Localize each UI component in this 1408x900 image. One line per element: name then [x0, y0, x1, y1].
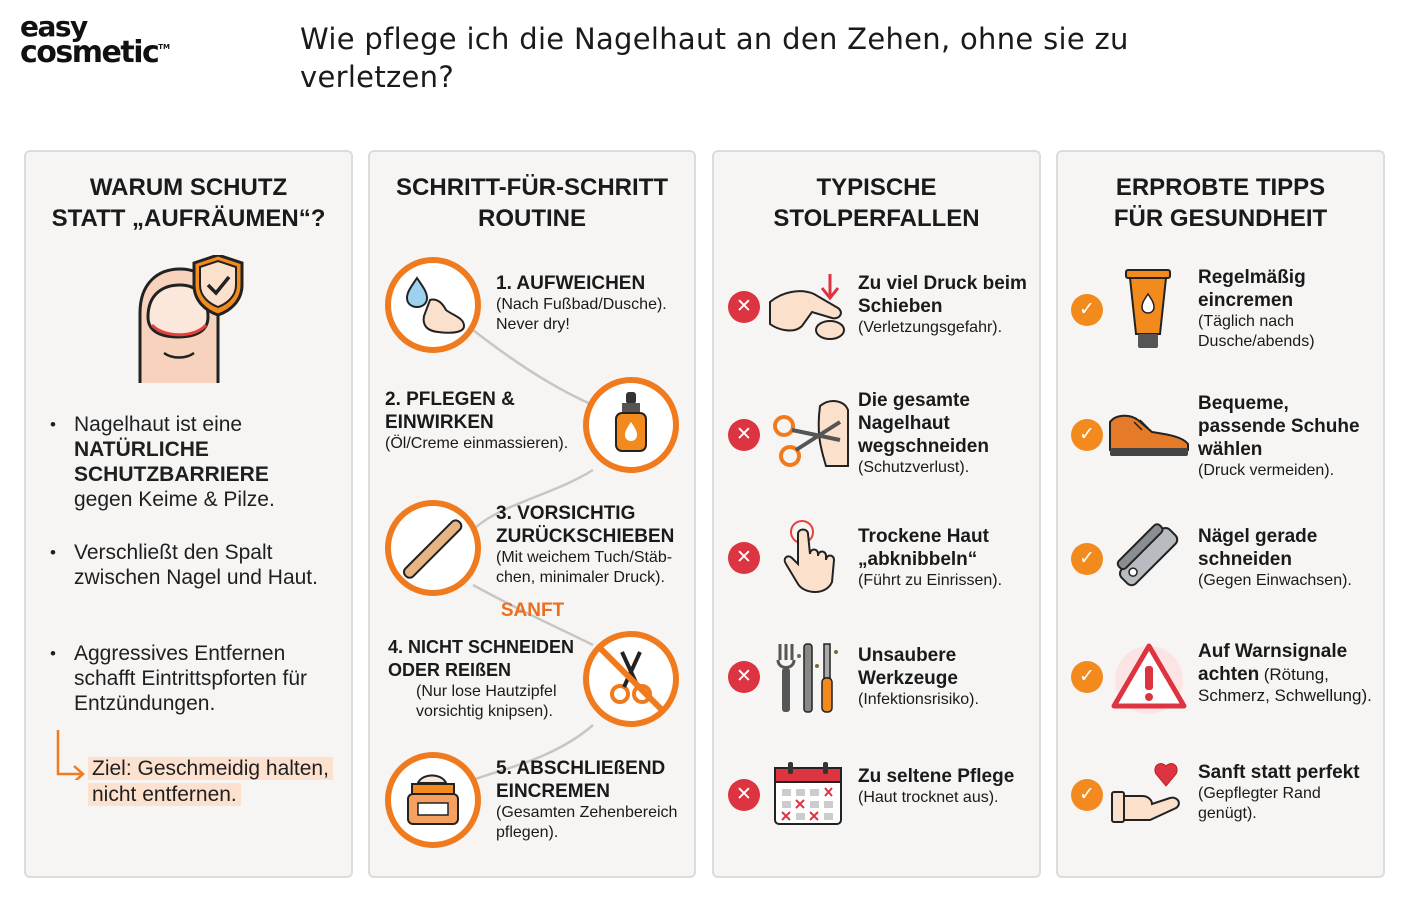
bullet-item: • Nagelhaut ist eine NATÜRLICHE SCHUTZBA… — [50, 413, 275, 511]
calendar-missed-icon — [774, 762, 842, 825]
card-title: TYPISCHE STOLPERFALLEN — [773, 174, 980, 232]
brand-logo: easy cosmeticTM — [20, 10, 180, 70]
shoe-icon — [1109, 414, 1189, 456]
picking-hand-icon — [783, 520, 836, 593]
pitfall-item: Zu viel Druck beim Schieben (Verletzungs… — [858, 273, 1027, 336]
cross-mark-icon: ✕ — [728, 661, 760, 693]
logo-line-1: easy — [20, 10, 88, 43]
hand-heart-icon — [1111, 763, 1180, 823]
tip-item: Auf Warnsignale achten (Rötung, Schmerz,… — [1198, 641, 1372, 705]
pitfall-item: Zu seltene Pflege (Haut trocknet aus). — [858, 766, 1015, 806]
card-title: WARUM SCHUTZ STATT „AUFRÄUMEN“? — [51, 174, 326, 232]
check-mark-icon: ✓ — [1071, 779, 1103, 811]
cross-mark-icon: ✕ — [728, 779, 760, 811]
cream-tube-icon — [1125, 269, 1171, 348]
no-scissors-icon — [583, 631, 679, 727]
warning-triangle-icon — [1111, 643, 1187, 714]
step-item: 5. ABSCHLIEßEND EINCREMEN (Gesamten Zehe… — [496, 758, 678, 841]
bullet-item: • Aggressives Entfernen schafft Eintritt… — [50, 642, 308, 715]
card-title: ERPROBTE TIPPS FÜR GESUNDHEIT — [1113, 174, 1328, 232]
tip-item: Regelmäßig eincremen (Täglich nach Dusch… — [1198, 267, 1315, 350]
step-item: 1. AUFWEICHEN (Nach Fußbad/Dusche). Neve… — [496, 273, 667, 333]
scissors-cutting-icon — [773, 400, 849, 467]
arrow-right-icon — [56, 730, 85, 780]
pitfall-item: Die gesamte Nagelhaut wegschneiden (Schu… — [858, 390, 989, 476]
foot-water-drop-icon — [385, 257, 481, 353]
check-mark-icon: ✓ — [1071, 419, 1103, 451]
goal-note: Ziel: Geschmeidig halten, nicht entferne… — [88, 756, 343, 808]
tip-item: Sanft statt perfekt (Gepflegter Rand gen… — [1198, 762, 1360, 822]
pressing-finger-icon — [769, 274, 845, 340]
pitfall-item: Trockene Haut „abknibbeln“ (Führt zu Ein… — [858, 526, 1003, 589]
check-mark-icon: ✓ — [1071, 543, 1103, 575]
check-mark-icon: ✓ — [1071, 294, 1103, 326]
tip-item: Nägel gerade schneiden (Gegen Einwachsen… — [1198, 526, 1352, 589]
card-pitfalls: TYPISCHE STOLPERFALLEN — [712, 150, 1041, 878]
cream-jar-icon — [385, 752, 481, 848]
page-title: Wie pflege ich die Nagelhaut an den Zehe… — [300, 22, 1129, 94]
step-item: 3. VORSICHTIG ZURÜCKSCHIEBEN (Mit weiche… — [496, 503, 675, 586]
nail-clipper-icon — [1116, 523, 1179, 587]
pitfall-item: Unsaubere Werkzeuge (Infektionsrisiko). — [858, 645, 979, 708]
logo-line-2: cosmeticTM — [20, 34, 171, 70]
toe-with-shield-icon — [138, 255, 244, 383]
step-item: 4. NICHT SCHNEIDEN ODER REIßEN (Nur lose… — [388, 637, 575, 720]
card-tips: ERPROBTE TIPPS FÜR GESUNDHEIT — [1056, 150, 1385, 878]
step-item: 2. PFLEGEN & EINWIRKEN (Öl/Creme einmass… — [385, 389, 569, 452]
dirty-tools-icon — [776, 643, 838, 713]
sanft-label: SANFT — [500, 600, 565, 621]
bullet-item: • Verschließt den Spalt zwischen Nagel u… — [50, 541, 318, 589]
card-title: SCHRITT-FÜR-SCHRITT ROUTINE — [396, 174, 668, 232]
cuticle-stick-icon — [385, 500, 481, 596]
cross-mark-icon: ✕ — [728, 419, 760, 451]
oil-dropper-bottle-icon — [583, 377, 679, 473]
check-mark-icon: ✓ — [1071, 661, 1103, 693]
step-connector — [472, 329, 594, 782]
tip-item: Bequeme, passende Schuhe wählen (Druck v… — [1198, 393, 1360, 479]
cross-mark-icon: ✕ — [728, 291, 760, 323]
cross-mark-icon: ✕ — [728, 542, 760, 574]
